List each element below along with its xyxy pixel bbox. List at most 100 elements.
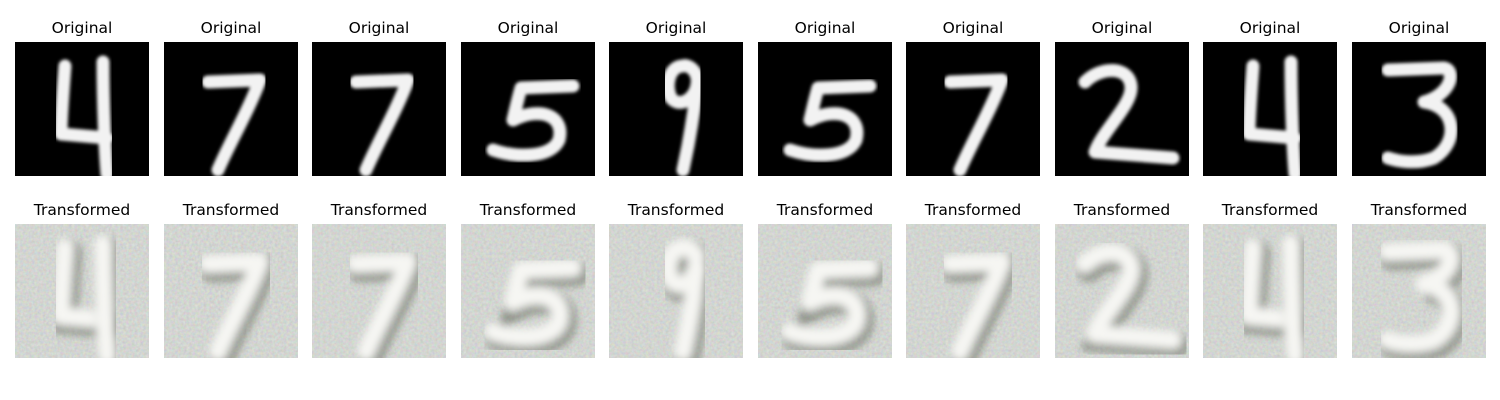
digit-stroke	[1379, 241, 1460, 353]
digit-stroke-group	[1239, 235, 1312, 358]
digit-stroke-group	[54, 55, 114, 176]
digit-stroke	[199, 253, 269, 358]
original-digit-9-image	[609, 42, 743, 176]
original-image	[1055, 42, 1189, 176]
digit-stroke	[486, 79, 580, 162]
transformed-image	[461, 224, 595, 358]
original-digit-7-image	[312, 42, 446, 176]
digit-stroke-group	[1379, 241, 1468, 358]
digit-stroke	[941, 253, 1011, 358]
transformed-panel-title: Transformed	[330, 201, 428, 219]
transformed-image	[312, 224, 446, 358]
digit-stroke	[1284, 55, 1302, 176]
digit-stroke-group	[1078, 64, 1180, 165]
original-panel-title: Original	[200, 19, 262, 37]
transformed-panel-title: Transformed	[1221, 201, 1319, 219]
noise-texture	[15, 224, 149, 358]
digit-stroke-group	[659, 239, 715, 358]
digit-stroke-group	[201, 73, 267, 176]
original-panel-title: Original	[1388, 19, 1450, 37]
digit-stroke	[1240, 239, 1304, 329]
original-image	[461, 42, 595, 176]
digit-stroke	[349, 73, 415, 176]
digit-stroke-group	[661, 59, 704, 176]
transformed-digit-3-image	[1352, 224, 1486, 358]
transformed-image	[609, 224, 743, 358]
digit-stroke-group	[1076, 244, 1189, 358]
transformed-image	[758, 224, 892, 358]
noise-texture	[1203, 224, 1337, 358]
transformed-image	[164, 224, 298, 358]
original-image	[1203, 42, 1337, 176]
transformed-panel-title: Transformed	[924, 201, 1022, 219]
original-digit-3-image	[1352, 42, 1486, 176]
original-panel-title: Original	[1091, 19, 1153, 37]
digit-stroke	[52, 239, 116, 329]
transformed-digit-4-image	[1203, 224, 1337, 358]
original-digit-4-image	[15, 42, 149, 176]
original-digit-4-image	[1203, 42, 1337, 176]
transformed-panel-title: Transformed	[1073, 201, 1171, 219]
original-panel-title: Original	[348, 19, 410, 37]
original-image	[15, 42, 149, 176]
digit-stroke	[96, 55, 114, 176]
transformed-panel-title: Transformed	[479, 201, 577, 219]
transformed-digit-9-image	[609, 224, 743, 358]
digit-stroke	[1078, 64, 1180, 165]
transformed-digit-2-image	[1055, 224, 1189, 358]
transformed-image	[1203, 224, 1337, 358]
transformed-image	[1352, 224, 1486, 358]
digit-stroke	[94, 235, 116, 358]
original-digit-7-image	[906, 42, 1040, 176]
digit-stroke	[484, 259, 582, 346]
digit-stroke-group	[941, 253, 1026, 358]
transformed-digit-7-image	[164, 224, 298, 358]
digit-stroke	[1282, 235, 1304, 358]
digit-stroke	[1242, 59, 1302, 145]
digit-stroke	[201, 73, 267, 176]
transformed-panel-title: Transformed	[33, 201, 131, 219]
transformed-digit-7-image	[312, 224, 446, 358]
digit-stroke	[54, 59, 114, 145]
digit-stroke-group	[1381, 61, 1458, 169]
image-background	[15, 42, 149, 176]
original-digit-5-image	[758, 42, 892, 176]
original-image	[758, 42, 892, 176]
original-image	[1352, 42, 1486, 176]
digit-stroke-group	[486, 79, 580, 162]
transformed-image	[906, 224, 1040, 358]
digit-stroke-group	[943, 73, 1009, 176]
transformed-panel-title: Transformed	[182, 201, 280, 219]
original-digit-2-image	[1055, 42, 1189, 176]
original-image	[609, 42, 743, 176]
digit-stroke	[943, 73, 1009, 176]
original-digit-7-image	[164, 42, 298, 176]
digit-stroke	[661, 59, 704, 109]
original-panel-title: Original	[942, 19, 1004, 37]
image-background	[1203, 42, 1337, 176]
digit-stroke-group	[199, 253, 284, 358]
digit-stroke	[347, 253, 417, 358]
original-panel-title: Original	[1239, 19, 1301, 37]
digit-stroke	[1381, 61, 1458, 169]
digit-stroke-group	[347, 253, 432, 358]
digit-stroke	[676, 79, 704, 176]
transformed-image	[1055, 224, 1189, 358]
transformed-digit-7-image	[906, 224, 1040, 358]
transformed-digit-5-image	[461, 224, 595, 358]
transformed-panel-title: Transformed	[1370, 201, 1468, 219]
original-image	[164, 42, 298, 176]
digit-stroke-group	[783, 79, 877, 162]
digit-stroke-group	[51, 235, 124, 358]
digit-stroke	[783, 79, 877, 162]
digit-stroke-group	[484, 259, 590, 356]
digit-stroke	[1076, 244, 1182, 349]
digit-stroke-group	[781, 259, 887, 356]
original-panel-title: Original	[645, 19, 707, 37]
original-image	[312, 42, 446, 176]
digit-stroke-group	[1242, 55, 1302, 176]
digit-stroke	[659, 239, 706, 293]
transformed-digit-5-image	[758, 224, 892, 358]
digit-stroke	[674, 259, 706, 358]
